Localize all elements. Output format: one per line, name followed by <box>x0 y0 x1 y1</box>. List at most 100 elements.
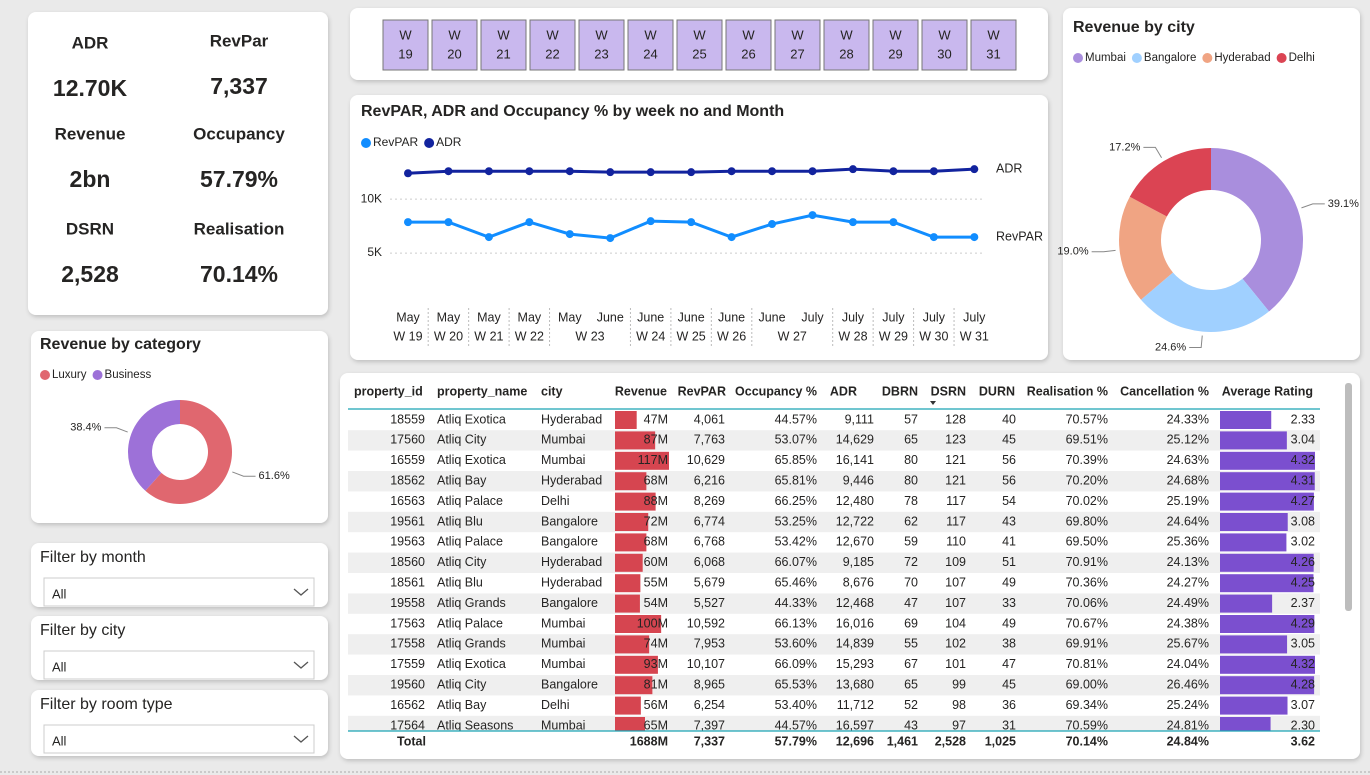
table-cell: 98 <box>952 698 966 712</box>
table-cell: 17559 <box>390 657 425 671</box>
week-button[interactable] <box>480 19 527 71</box>
table-cell: 6,768 <box>694 535 725 549</box>
week-prefix: W <box>791 27 804 42</box>
legend-label: Hyderabad <box>1214 52 1270 64</box>
column-header: DURN <box>979 384 1015 398</box>
cell-bar <box>1220 717 1271 731</box>
table-cell: 14,629 <box>836 433 874 447</box>
table-cell: 24.38% <box>1167 616 1209 630</box>
column-header: RevPAR <box>678 384 726 398</box>
week-button[interactable] <box>774 19 821 71</box>
table-cell: 14,839 <box>836 637 874 651</box>
x-week-label: W 29 <box>879 329 908 343</box>
series-end-label: ADR <box>996 161 1022 175</box>
cell-bar <box>1220 431 1287 450</box>
table-cell: 70 <box>904 575 918 589</box>
dropdown[interactable] <box>43 577 315 607</box>
table-cell: 19561 <box>390 514 425 528</box>
table-cell: 6,068 <box>694 555 725 569</box>
table-cell: 80 <box>904 473 918 487</box>
table-cell: Mumbai <box>541 637 585 651</box>
filter-title: Filter by room type <box>40 696 173 713</box>
table-cell: Atliq Palace <box>437 616 503 630</box>
dropdown[interactable] <box>43 724 315 754</box>
week-button[interactable] <box>872 19 919 71</box>
cell-bar <box>615 513 649 531</box>
table-cell: Atliq Exotica <box>437 657 506 671</box>
table-cell: 102 <box>945 637 966 651</box>
week-button[interactable] <box>823 19 870 71</box>
table-cell: 24.68% <box>1167 473 1209 487</box>
week-button[interactable] <box>921 19 968 71</box>
category-card <box>31 331 328 523</box>
week-prefix: W <box>742 27 755 42</box>
week-button[interactable] <box>725 19 772 71</box>
donut-slice <box>145 400 232 505</box>
table-body: 18559 Atliq Exotica Hyderabad 47M 4,061 44.57… <box>348 411 1320 732</box>
column-header: Cancellation % <box>1120 384 1209 398</box>
table-cell: 16563 <box>390 494 425 508</box>
data-point <box>404 218 412 227</box>
table-cell: 6,216 <box>694 473 725 487</box>
week-button[interactable] <box>627 19 674 71</box>
week-button[interactable] <box>578 19 625 71</box>
table-cell: Atliq Exotica <box>437 453 506 467</box>
y-tick-label: 5K <box>367 245 382 259</box>
scrollbar[interactable] <box>1345 383 1352 611</box>
table-cell: 68M <box>644 535 668 549</box>
table-cell: 117M <box>638 453 668 467</box>
table-cell: Mumbai <box>541 616 585 630</box>
table-cell: 68M <box>644 473 668 487</box>
table-cell: 81M <box>644 677 668 691</box>
table-cell: 8,269 <box>694 494 725 508</box>
table-cell: 93M <box>644 657 668 671</box>
week-number: 20 <box>447 46 461 61</box>
dropdown[interactable] <box>43 650 315 680</box>
cell-bar <box>615 553 643 572</box>
week-number: 27 <box>790 46 804 61</box>
kpi-value: 2,528 <box>61 261 119 287</box>
x-week-label: W 28 <box>838 329 867 343</box>
week-button[interactable] <box>431 19 478 71</box>
data-point <box>444 218 453 227</box>
column-header: DSRN <box>931 384 966 398</box>
table-cell: 100M <box>637 616 668 630</box>
table-cell: 66.13% <box>775 616 817 630</box>
leader-line <box>104 427 128 433</box>
week-button[interactable] <box>970 19 1017 71</box>
table-cell: 16,597 <box>836 718 874 732</box>
cell-bar <box>615 594 640 613</box>
kpi-value: 57.79% <box>200 166 278 192</box>
week-button[interactable] <box>529 19 576 71</box>
cell-bar <box>1220 594 1273 613</box>
table-cell: Hyderabad <box>541 473 602 487</box>
table-cell: 60M <box>644 555 668 569</box>
table-cell: Atliq Seasons <box>437 718 513 732</box>
legend-marker <box>1202 53 1213 63</box>
data-point <box>484 167 493 176</box>
cell-bar <box>1220 635 1288 654</box>
x-week-label: W 22 <box>515 329 544 343</box>
cell-bar <box>1220 553 1314 572</box>
table-cell: 4.27 <box>1291 494 1315 508</box>
table-cell: Bangalore <box>541 677 598 691</box>
row-stripe <box>348 715 1320 731</box>
week-number: 31 <box>986 46 1000 61</box>
column-header: property_name <box>437 384 527 398</box>
x-month-label: May <box>558 310 582 324</box>
week-prefix: W <box>938 27 951 42</box>
table-cell: 53.07% <box>775 433 817 447</box>
week-button[interactable] <box>676 19 723 71</box>
week-button[interactable] <box>382 19 429 71</box>
table-cell: 123 <box>945 433 966 447</box>
donut-slice <box>1118 196 1173 300</box>
cell-bar <box>615 431 656 450</box>
table-cell: Mumbai <box>541 657 585 671</box>
table-cell: 10,107 <box>687 657 725 671</box>
table-cell: 44.33% <box>775 596 817 610</box>
table-cell: 69.80% <box>1066 514 1108 528</box>
x-week-label: W 26 <box>717 329 746 343</box>
table-cell: 13,680 <box>836 677 874 691</box>
cell-bar <box>615 472 647 491</box>
series-end-label: RevPAR <box>996 229 1043 243</box>
